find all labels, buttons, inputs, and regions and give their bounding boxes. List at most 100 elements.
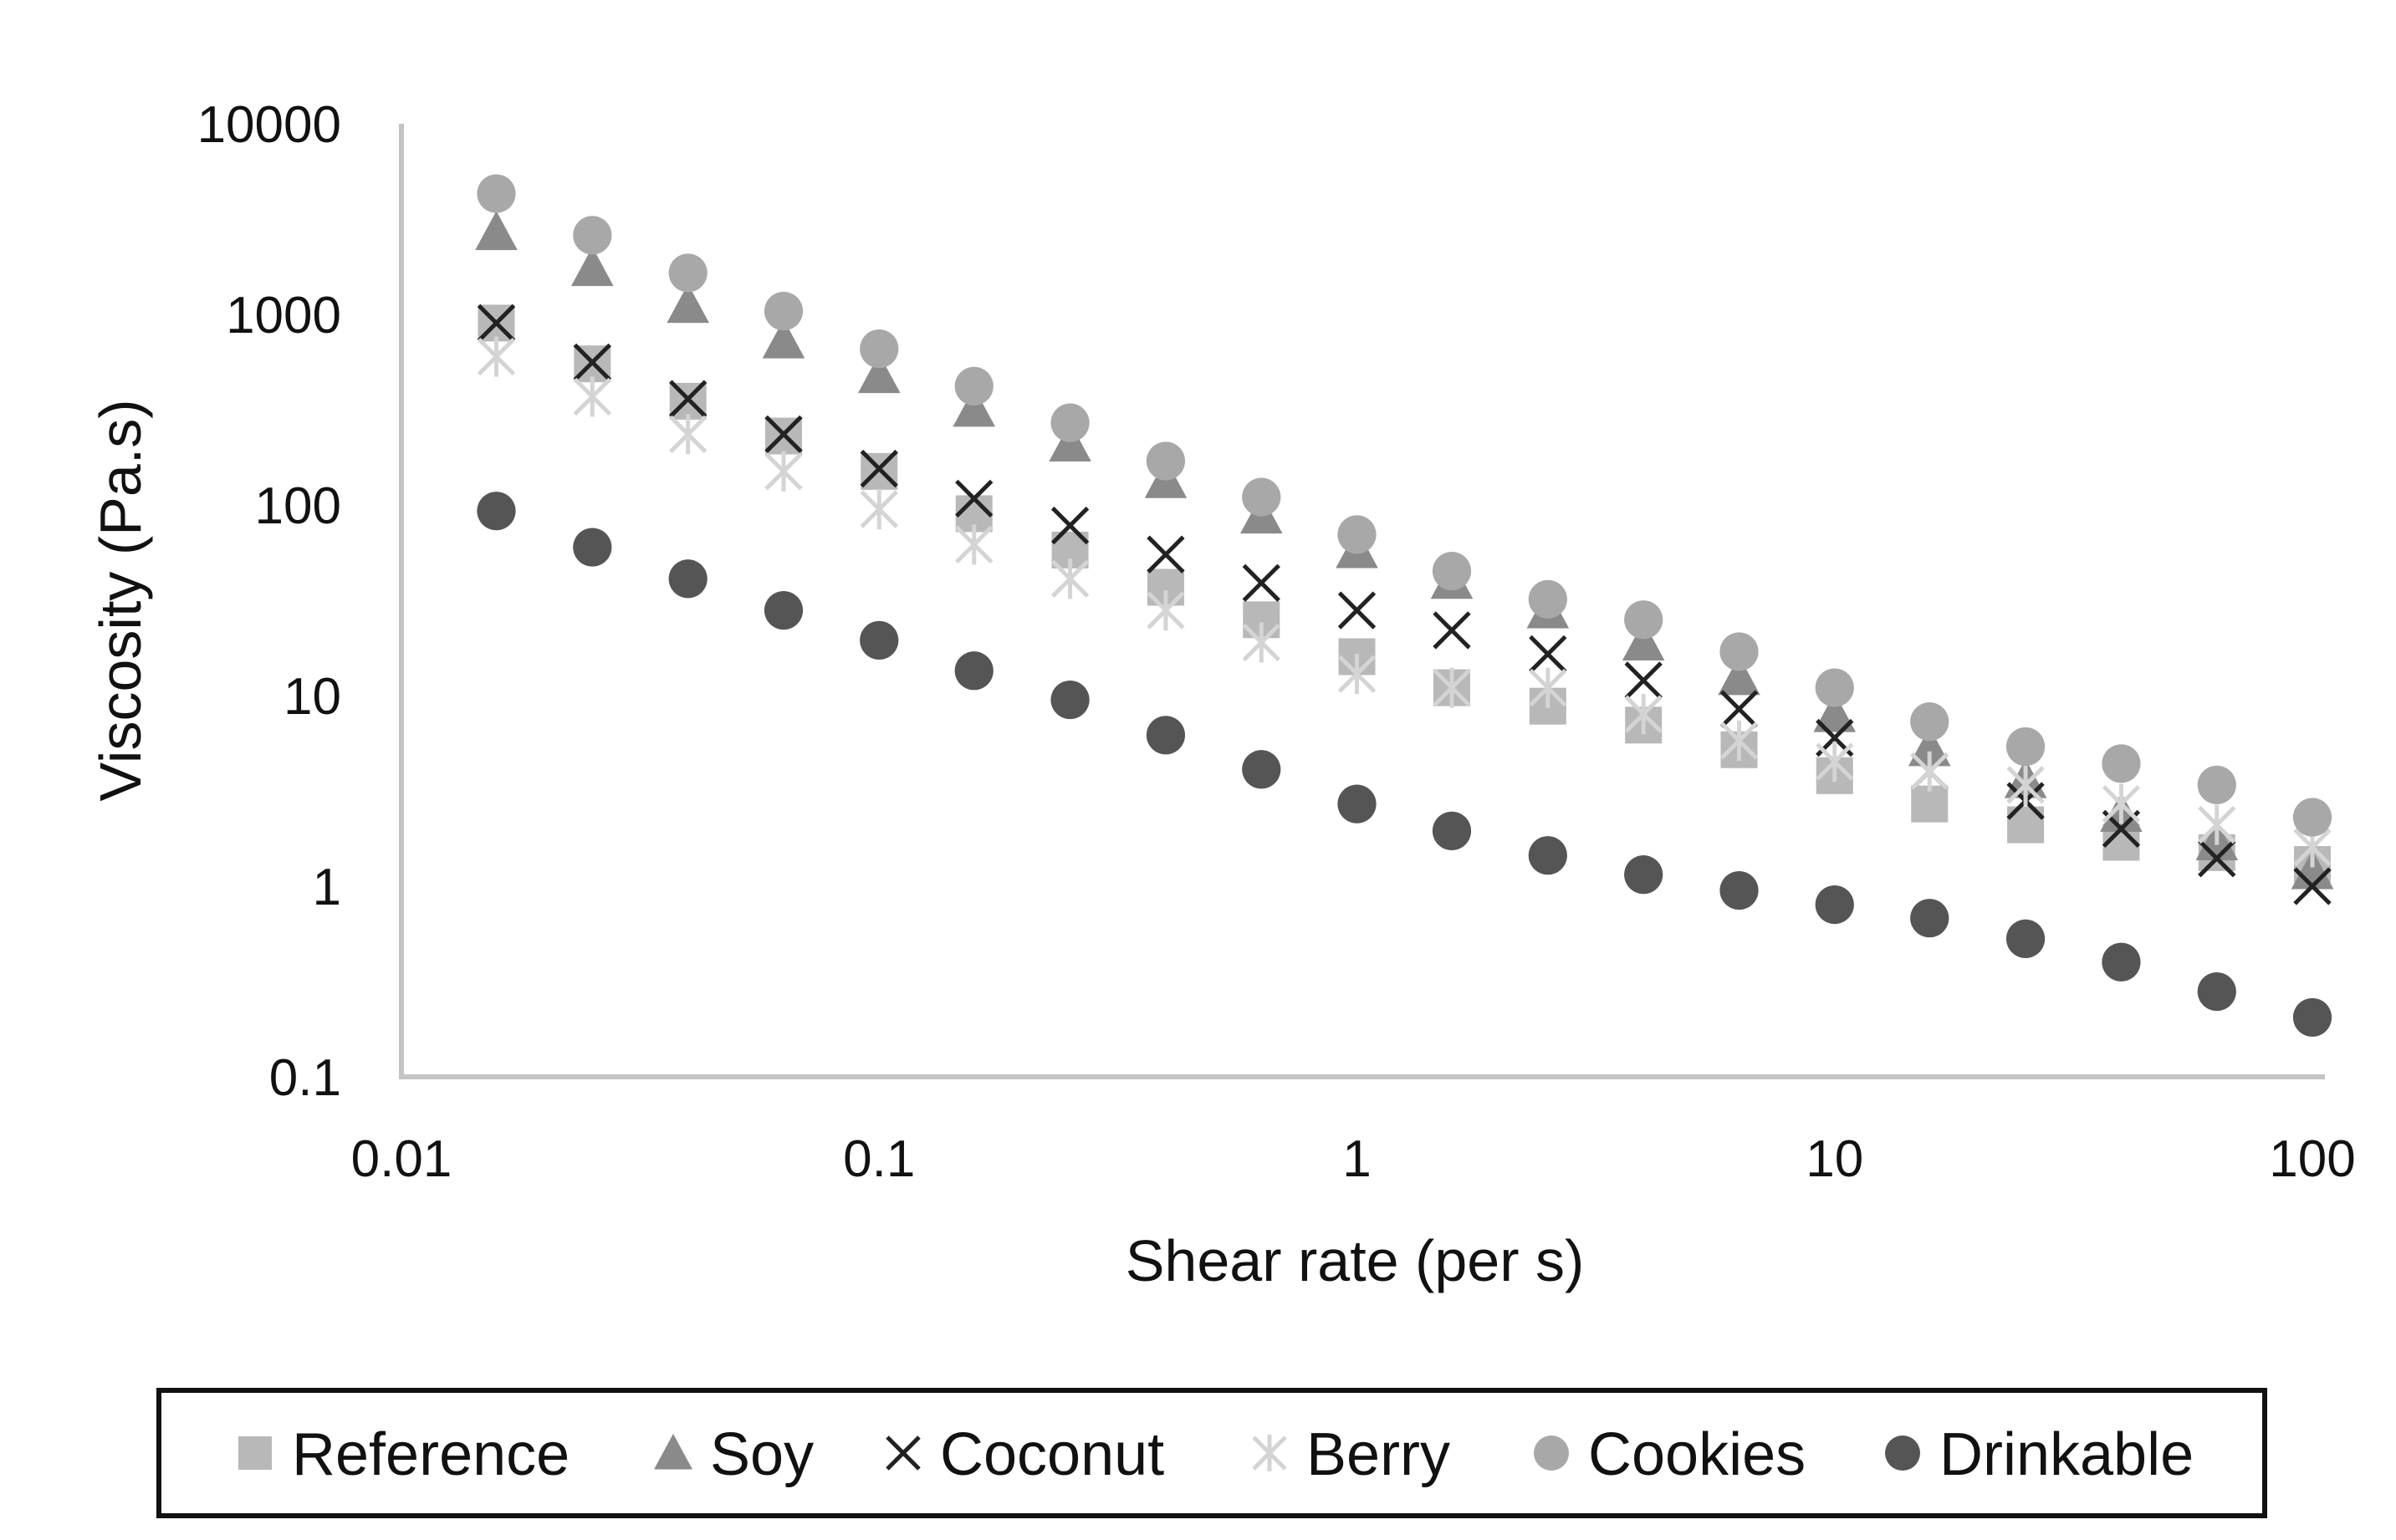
legend-label-drinkable: Drinkable	[1939, 1421, 2194, 1488]
y-axis-title: Viscosity (Pa.s)	[88, 399, 153, 801]
legend-label-berry: Berry	[1306, 1421, 1450, 1488]
cookies-point	[1432, 551, 1472, 591]
x-tick-label: 1	[1342, 1130, 1371, 1188]
drinkable-point	[1242, 750, 1281, 789]
coconut-point	[1529, 635, 1567, 674]
soy-point	[667, 283, 709, 324]
y-tick-label: 1000	[226, 287, 341, 344]
soy-point	[1908, 727, 1951, 767]
soy-point	[571, 247, 614, 287]
drinkable-point	[1815, 885, 1854, 925]
y-tick-labels: 0.1 1 10 100 1000 10000	[197, 96, 341, 1107]
berry-point	[1816, 742, 1854, 783]
berry-point	[1910, 751, 1949, 792]
coconut-point	[1624, 661, 1663, 700]
coconut-point	[1242, 563, 1280, 602]
y-tick-label: 10	[284, 668, 341, 726]
series-berry	[477, 336, 2332, 868]
legend-marker-soy	[654, 1434, 692, 1470]
coconut-point	[1337, 591, 1377, 630]
coconut-point	[2198, 839, 2236, 878]
drinkable-point	[764, 590, 804, 630]
cookies-point	[1050, 403, 1090, 442]
cookies-point	[1910, 702, 1949, 742]
berry-point	[860, 489, 898, 530]
cookies-point	[860, 329, 899, 369]
legend-item-drinkable: Drinkable	[1885, 1421, 2194, 1488]
cookies-point	[2292, 798, 2332, 837]
berry-point	[2102, 783, 2141, 824]
drinkable-point	[477, 492, 516, 531]
legend-item-coconut: Coconut	[886, 1421, 1164, 1488]
drinkable-point	[2102, 942, 2141, 982]
coconut-point	[955, 479, 994, 518]
berry-point	[1147, 590, 1185, 631]
legend-label-soy: Soy	[710, 1421, 814, 1488]
drinkable-point	[2005, 919, 2046, 958]
legend-marker-reference	[238, 1436, 272, 1470]
berry-point	[764, 451, 803, 492]
drinkable-point	[2292, 997, 2332, 1038]
coconut-point	[1147, 535, 1185, 574]
berry-point	[1433, 667, 1471, 708]
cookies-point	[1337, 515, 1377, 554]
cookies-point	[1624, 600, 1663, 640]
drinkable-point	[954, 651, 994, 691]
series-coconut	[477, 303, 2332, 905]
x-tick-label: 0.1	[843, 1130, 915, 1188]
berry-point	[2198, 804, 2236, 845]
data-markers	[475, 174, 2334, 1038]
soy-point	[1718, 655, 1760, 696]
berry-point	[1529, 667, 1567, 708]
cookies-point	[1146, 441, 1186, 481]
drinkable-point	[1528, 836, 1567, 875]
legend-item-berry: Berry	[1252, 1421, 1450, 1488]
coconut-point	[669, 380, 708, 418]
reference-point	[1911, 785, 1949, 823]
legend: Reference Soy Coconut Berry Cookies Drinkable	[156, 1388, 2267, 1518]
coconut-point	[2293, 867, 2332, 905]
y-tick-label: 100	[255, 477, 341, 535]
soy-point	[762, 319, 805, 359]
drinkable-point	[1432, 811, 1472, 850]
berry-point	[955, 524, 994, 565]
legend-item-reference: Reference	[238, 1421, 570, 1488]
x-tick-labels: 0.01 0.1 1 10 100	[351, 1130, 2356, 1188]
series-soy	[475, 211, 2334, 890]
series-reference	[478, 304, 2331, 884]
soy-point	[475, 211, 518, 251]
coconut-point	[1433, 611, 1471, 650]
berry-point	[669, 414, 708, 455]
cookies-point	[1719, 632, 1759, 671]
legend-items: Reference Soy Coconut Berry Cookies Drinkable	[238, 1421, 2194, 1488]
coconut-point	[860, 449, 898, 488]
soy-point	[857, 354, 901, 394]
soy-point	[1622, 621, 1665, 660]
legend-item-soy: Soy	[654, 1421, 814, 1488]
drinkable-point	[573, 528, 612, 567]
legend-marker-coconut	[886, 1435, 921, 1471]
drinkable-point	[2197, 971, 2236, 1012]
cookies-point	[477, 174, 516, 213]
series-cookies	[477, 174, 2332, 837]
cookies-point	[1815, 668, 1854, 707]
berry-point	[1242, 622, 1280, 663]
cookies-point	[573, 216, 612, 255]
legend-marker-berry	[1252, 1435, 1287, 1471]
x-tick-label: 0.01	[351, 1130, 452, 1188]
berry-point	[1050, 558, 1090, 599]
legend-label-reference: Reference	[292, 1421, 570, 1488]
y-tick-label: 10000	[197, 96, 341, 154]
cookies-point	[2102, 744, 2141, 783]
cookies-point	[2197, 765, 2236, 804]
cookies-point	[954, 366, 994, 405]
drinkable-point	[1337, 784, 1377, 824]
legend-marker-drinkable	[1885, 1435, 1920, 1471]
cookies-point	[668, 253, 708, 293]
coconut-point	[1050, 506, 1090, 545]
cookies-point	[2005, 727, 2046, 767]
berry-point	[1337, 653, 1377, 695]
legend-label-coconut: Coconut	[940, 1421, 1164, 1488]
soy-point	[1813, 692, 1857, 732]
